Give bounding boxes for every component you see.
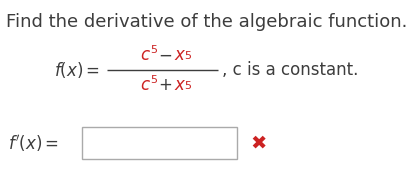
Text: $-$: $-$ (158, 46, 172, 64)
Text: $f(x) =$: $f(x) =$ (54, 60, 100, 80)
Text: $5$: $5$ (150, 43, 158, 55)
Text: $c$: $c$ (140, 76, 151, 94)
Text: Find the derivative of the algebraic function.: Find the derivative of the algebraic fun… (6, 13, 407, 31)
Text: $c$: $c$ (140, 46, 151, 64)
Text: $f'(x) =$: $f'(x) =$ (8, 132, 59, 154)
Text: ✖: ✖ (250, 134, 266, 152)
FancyBboxPatch shape (82, 127, 236, 159)
Text: $x$: $x$ (173, 46, 186, 64)
Text: $5$: $5$ (183, 49, 192, 61)
Text: $x$: $x$ (173, 76, 186, 94)
Text: $5$: $5$ (150, 73, 158, 85)
Text: , c is a constant.: , c is a constant. (221, 61, 358, 79)
Text: $5$: $5$ (183, 79, 192, 91)
Text: $+$: $+$ (158, 76, 172, 94)
